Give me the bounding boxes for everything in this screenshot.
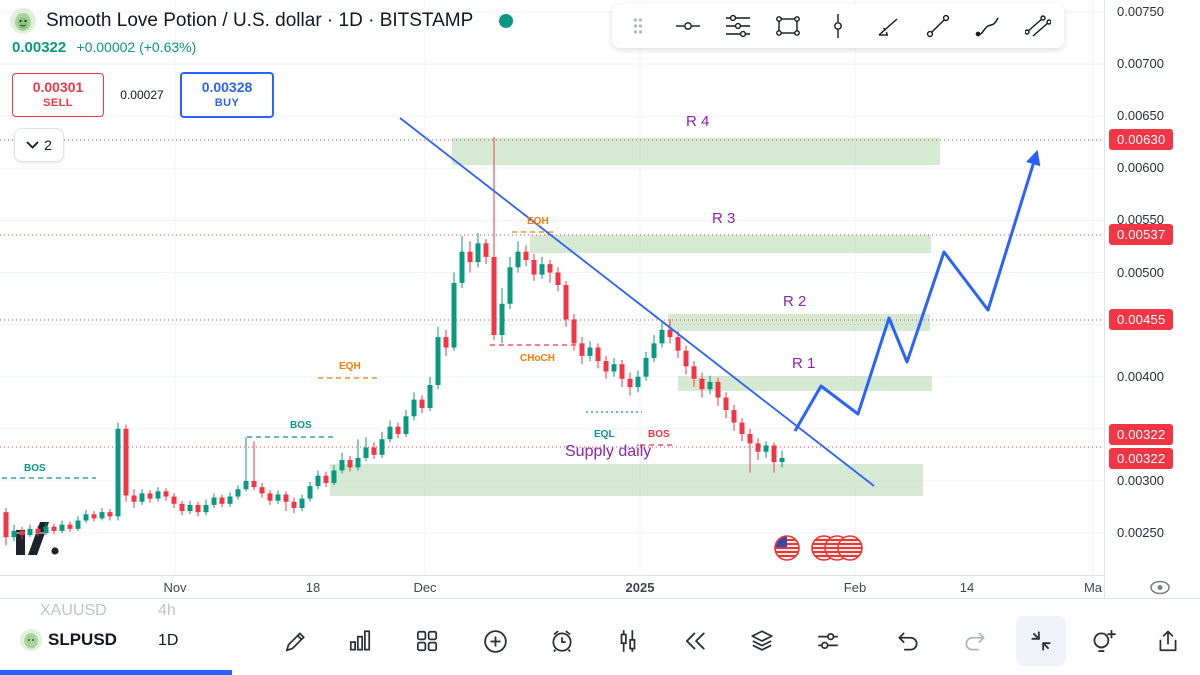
structure-label: BOS: [290, 420, 312, 431]
spread-value: 0.00027: [120, 88, 164, 102]
price-badge: 0.00322: [1109, 448, 1174, 469]
sell-button[interactable]: 0.00301 SELL: [12, 73, 104, 117]
price-scale[interactable]: 0.00750 0.00700 0.00650 0.00600 0.00550 0.005…: [1104, 0, 1200, 598]
candlestick-series: [3, 137, 785, 546]
price-change-row: 0.00322 +0.00002 (+0.63%): [12, 39, 196, 56]
price-scale-settings-icon[interactable]: [1148, 579, 1172, 596]
candles-compare-button[interactable]: [608, 621, 648, 661]
toolbar-drag-handle-icon[interactable]: [624, 12, 652, 40]
object-tree-collapse-button[interactable]: 2: [14, 128, 64, 162]
vertical-line-tool-icon[interactable]: [824, 12, 852, 40]
zone-label: R 1: [792, 355, 815, 372]
structure-label: EQH: [527, 216, 549, 227]
time-tick: 14: [959, 580, 975, 595]
time-tick: Ma: [1083, 580, 1103, 595]
us-flag-event-icon[interactable]: [837, 535, 863, 561]
market-status-dot-icon[interactable]: [499, 14, 514, 28]
structure-label: BOS: [24, 463, 46, 474]
layout-grid-button[interactable]: [407, 621, 447, 661]
buy-button[interactable]: 0.00328 BUY: [180, 72, 274, 118]
chart-settings-button[interactable]: [808, 621, 848, 661]
faded-symbol: XAUUSD: [40, 602, 107, 619]
publish-share-button[interactable]: [1148, 621, 1188, 661]
price-label: 0.00600: [1117, 160, 1164, 175]
bottom-toolbar: XAUUSD 4h SLPUSD 1D: [0, 598, 1200, 675]
draw-button[interactable]: [275, 621, 315, 661]
price-change: +0.00002 (+0.63%): [76, 39, 197, 55]
object-tree-layers-button[interactable]: [742, 621, 782, 661]
symbol-logo-icon: [10, 8, 36, 34]
zone-supply-daily[interactable]: [330, 464, 923, 496]
collapse-expand-button[interactable]: [1016, 616, 1066, 666]
brush-tool-icon[interactable]: [974, 12, 1002, 40]
price-label: 0.00650: [1117, 108, 1164, 123]
symbol-header[interactable]: Smooth Love Potion / U.S. dollar · 1D · …: [10, 8, 514, 34]
watchlist-selected-row-strip[interactable]: [0, 670, 232, 675]
buy-label: BUY: [214, 96, 240, 109]
time-tick: 2025: [625, 580, 655, 595]
price-badge: 0.00630: [1109, 129, 1174, 150]
time-tick: 18: [305, 580, 321, 595]
undo-button[interactable]: [888, 621, 928, 661]
time-tick: Nov: [163, 580, 187, 595]
zone-r2[interactable]: [668, 314, 930, 331]
price-badge: 0.00537: [1109, 224, 1174, 245]
horizontal-line-tool-icon[interactable]: [674, 12, 702, 40]
supply-demand-zones: R 4 R 3 R 2 R 1: [330, 113, 940, 496]
sell-label: SELL: [43, 96, 73, 109]
symbol-title[interactable]: Smooth Love Potion / U.S. dollar · 1D · …: [46, 10, 474, 31]
add-button[interactable]: [475, 621, 515, 661]
watchlist-symbol-logo-icon: [20, 629, 42, 651]
last-price: 0.00322: [12, 39, 67, 56]
structure-label: EQL: [594, 429, 615, 440]
buy-sell-widget: 0.00301 SELL 0.00027 0.00328 BUY: [12, 72, 274, 118]
projection-zigzag-arrow[interactable]: [793, 149, 1041, 432]
price-label: 0.00700: [1117, 56, 1164, 71]
zone-label: R 3: [712, 210, 735, 227]
faded-timeframe: 4h: [158, 602, 176, 619]
bar-replay-button[interactable]: [675, 621, 715, 661]
supply-daily-label: Supply daily: [565, 443, 651, 460]
watchlist-active-symbol[interactable]: SLPUSD: [48, 630, 117, 649]
zone-label: R 2: [783, 293, 806, 310]
structure-label: EQH: [339, 361, 361, 372]
zone-r4[interactable]: [452, 138, 940, 165]
chevron-down-icon: [26, 141, 39, 149]
price-label: 0.00250: [1117, 525, 1164, 540]
chart-canvas[interactable]: R 4 R 3 R 2 R 1 BOS BOS EQH EQH CHoCH EQL BOS Suppl…: [0, 0, 1104, 575]
time-axis[interactable]: Nov 18 Dec 2025 Feb 14 Ma: [0, 575, 1104, 599]
structure-label: BOS: [648, 429, 670, 440]
zone-r3[interactable]: [530, 235, 931, 253]
object-tree-count: 2: [44, 137, 52, 153]
time-tick: Feb: [843, 580, 867, 595]
drawing-toolbar: [612, 4, 1064, 48]
structure-label: CHoCH: [520, 353, 555, 364]
sell-price: 0.00301: [32, 79, 84, 96]
price-label: 0.00550: [1117, 212, 1164, 227]
price-label: 0.00500: [1117, 265, 1164, 280]
price-badge: 0.00322: [1109, 424, 1174, 445]
trend-line-tool-icon[interactable]: [924, 12, 952, 40]
redo-button[interactable]: [955, 621, 995, 661]
alert-clock-button[interactable]: [542, 621, 582, 661]
buy-price: 0.00328: [201, 79, 253, 96]
us-flag-event-icon[interactable]: [774, 535, 800, 561]
indicators-button[interactable]: [340, 621, 380, 661]
descending-trendline[interactable]: [399, 117, 875, 487]
price-label: 0.00400: [1117, 369, 1164, 384]
parallel-channel-tool-icon[interactable]: [1024, 12, 1052, 40]
zone-label: R 4: [686, 113, 709, 130]
time-tick: Dec: [413, 580, 437, 595]
price-badge: 0.00455: [1109, 309, 1174, 330]
rectangle-tool-icon[interactable]: [774, 12, 802, 40]
price-label: 0.00300: [1117, 473, 1164, 488]
idea-bulb-plus-button[interactable]: [1082, 621, 1122, 661]
watchlist-active-timeframe[interactable]: 1D: [158, 632, 179, 649]
horizontal-lines-tool-icon[interactable]: [724, 12, 752, 40]
watchlist-row-faded[interactable]: XAUUSD 4h: [40, 602, 176, 620]
trend-angle-tool-icon[interactable]: [874, 12, 902, 40]
price-label: 0.00750: [1117, 4, 1164, 19]
